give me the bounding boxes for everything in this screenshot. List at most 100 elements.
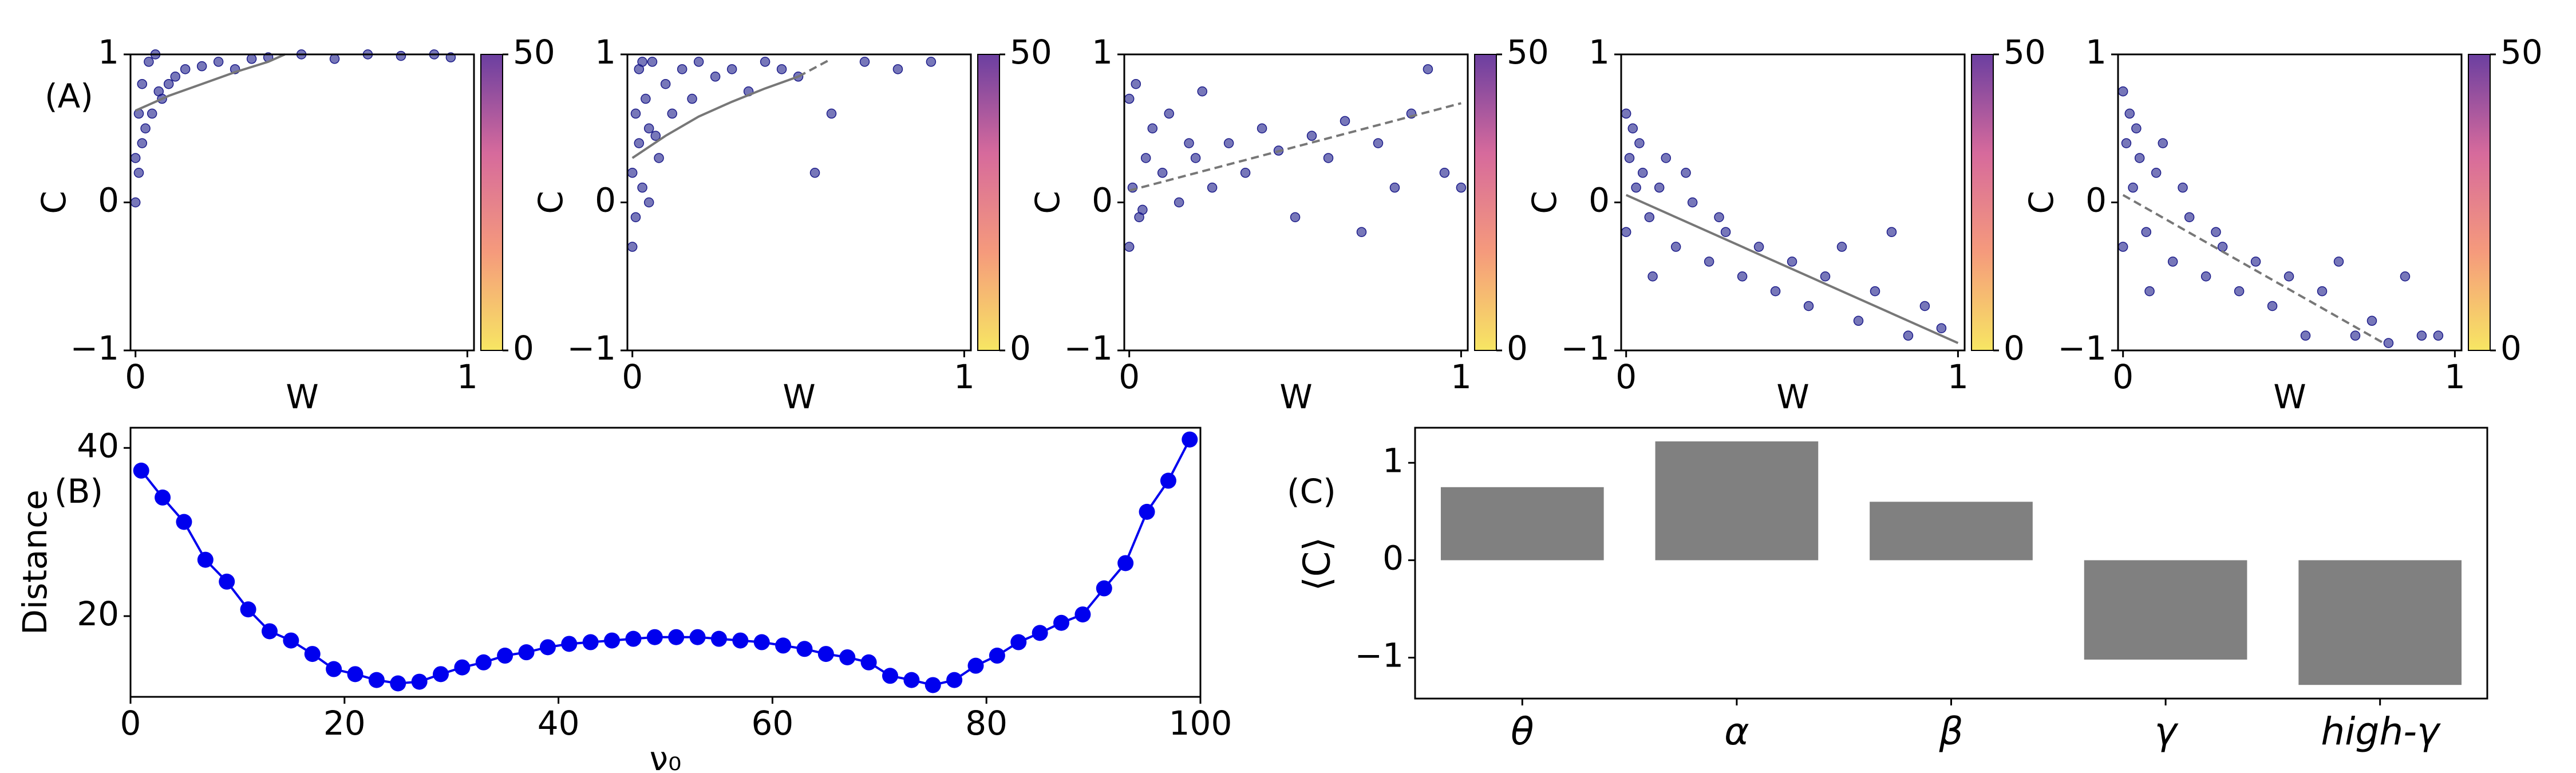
point [859, 57, 870, 67]
marker [1010, 634, 1027, 650]
y-tick-label: 0 [2085, 181, 2107, 220]
marker [625, 630, 642, 647]
colorbar-tick-label: 50 [1010, 33, 1052, 72]
point [687, 93, 697, 104]
point [634, 138, 645, 148]
point [2333, 257, 2344, 267]
y-tick-label: 1 [2085, 33, 2107, 72]
y-axis-label: Distance [15, 490, 54, 635]
point [693, 57, 704, 67]
point [1687, 197, 1698, 208]
y-axis-label: ⟨C⟩ [1297, 537, 1339, 591]
point [647, 57, 658, 67]
colorbar-tick-label: 0 [2500, 329, 2522, 368]
marker [411, 673, 428, 690]
marker [582, 634, 599, 650]
point [1836, 242, 1847, 252]
point [1647, 271, 1658, 282]
y-tick-label: 20 [77, 594, 119, 633]
point [654, 153, 664, 163]
fit-line [1129, 102, 1461, 192]
marker [261, 623, 278, 640]
marker [604, 632, 621, 649]
marker [368, 672, 385, 688]
point [1870, 286, 1880, 297]
y-axis-label: C [1525, 191, 1564, 214]
marker [240, 601, 256, 618]
point [137, 78, 148, 89]
x-tick-label: 0 [120, 704, 141, 743]
marker [753, 634, 770, 650]
panel-label: (B) [54, 472, 103, 511]
point [2141, 227, 2152, 237]
y-axis-label: C [2022, 191, 2061, 214]
marker [347, 666, 364, 683]
point [1681, 168, 1691, 178]
marker [839, 649, 856, 665]
point [329, 54, 340, 64]
point [1753, 242, 1764, 252]
point [1223, 138, 1234, 148]
point [2283, 271, 2294, 282]
colorbar-tick-label: 0 [1010, 329, 1031, 368]
marker [1053, 614, 1070, 631]
marker [924, 677, 941, 693]
marker [219, 573, 235, 590]
point [2134, 153, 2145, 163]
point [1456, 182, 1467, 193]
marker [668, 629, 685, 645]
point [1147, 123, 1158, 133]
point [137, 138, 148, 148]
x-tick-label: 40 [538, 704, 580, 743]
fit-line [1625, 194, 1959, 344]
point [1621, 108, 1631, 119]
point [1770, 286, 1781, 297]
point [1637, 168, 1648, 178]
y-tick-label: −1 [1561, 329, 1610, 368]
point [1184, 138, 1194, 148]
y-tick-label: −1 [1064, 329, 1113, 368]
marker [967, 657, 984, 674]
point [1131, 78, 1141, 89]
point [1164, 108, 1175, 119]
marker [454, 659, 471, 676]
point [147, 108, 157, 119]
x-axis-label: W [1279, 377, 1312, 416]
point [1631, 182, 1641, 193]
axes-frame [129, 427, 1202, 698]
point [926, 57, 937, 67]
point [2128, 182, 2138, 193]
point [2217, 242, 2228, 252]
y-tick-label: 0 [595, 181, 616, 220]
marker [860, 654, 877, 671]
x-tick-label: γ [2155, 709, 2179, 754]
point [2300, 330, 2311, 341]
point [2250, 257, 2261, 267]
marker [561, 636, 578, 652]
y-axis-label: C [531, 191, 570, 214]
marker [197, 551, 214, 568]
point [396, 50, 406, 61]
marker [326, 661, 342, 677]
point [1240, 168, 1251, 178]
x-tick-label: 0 [1119, 357, 1140, 396]
point [643, 123, 654, 133]
x-axis-label: ν₀ [650, 739, 682, 773]
point [1634, 138, 1645, 148]
point [213, 57, 224, 67]
point [641, 93, 651, 104]
point [2383, 338, 2394, 348]
point [630, 212, 641, 223]
point [1124, 93, 1135, 104]
point [1157, 168, 1168, 178]
point [650, 131, 661, 141]
x-tick-label: 20 [323, 704, 366, 743]
x-tick-label: 1 [2444, 357, 2466, 396]
point [1356, 227, 1367, 237]
point [1903, 330, 1914, 341]
point [1720, 227, 1731, 237]
point [1803, 301, 1814, 311]
point [667, 108, 678, 119]
x-tick-label: β [1938, 709, 1963, 754]
axes-frame [2117, 53, 2463, 352]
